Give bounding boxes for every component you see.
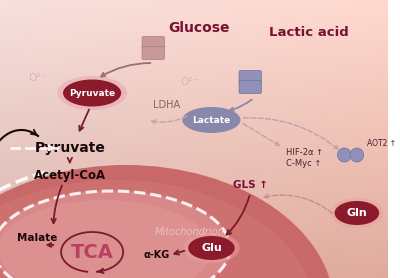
Ellipse shape <box>334 201 379 225</box>
Text: O²⁻: O²⁻ <box>180 77 198 87</box>
Text: TCA: TCA <box>71 242 114 262</box>
Ellipse shape <box>183 233 240 263</box>
Text: Pyruvate: Pyruvate <box>69 88 115 98</box>
Text: C-Myc ↑: C-Myc ↑ <box>286 158 322 168</box>
FancyBboxPatch shape <box>239 81 261 93</box>
FancyBboxPatch shape <box>239 71 261 83</box>
Text: Lactic acid: Lactic acid <box>268 26 348 38</box>
Ellipse shape <box>57 76 127 110</box>
Ellipse shape <box>330 198 384 228</box>
Ellipse shape <box>0 200 212 278</box>
Text: Glucose: Glucose <box>168 21 230 35</box>
Ellipse shape <box>63 80 121 106</box>
Text: AOT2 ↑: AOT2 ↑ <box>366 138 396 148</box>
Text: Lactate: Lactate <box>192 115 230 125</box>
Text: α-KG: α-KG <box>144 250 170 260</box>
FancyBboxPatch shape <box>142 36 164 49</box>
Ellipse shape <box>188 236 235 260</box>
Text: Gln: Gln <box>346 208 367 218</box>
Ellipse shape <box>350 148 364 162</box>
Ellipse shape <box>338 148 351 162</box>
Text: Glu: Glu <box>201 243 222 253</box>
Ellipse shape <box>0 190 230 278</box>
Text: GLS ↑: GLS ↑ <box>233 180 268 190</box>
Text: HIF-2α ↑: HIF-2α ↑ <box>286 148 323 157</box>
Text: Malate: Malate <box>17 233 57 243</box>
Ellipse shape <box>0 165 334 278</box>
Ellipse shape <box>182 107 240 133</box>
Text: Acetyl-CoA: Acetyl-CoA <box>34 168 106 182</box>
Text: O²⁻: O²⁻ <box>28 73 46 83</box>
Text: LDHA: LDHA <box>153 100 180 110</box>
Text: Pyruvate: Pyruvate <box>34 141 105 155</box>
Text: Mitochondrion: Mitochondrion <box>154 227 224 237</box>
Ellipse shape <box>0 180 315 278</box>
FancyBboxPatch shape <box>142 46 164 59</box>
